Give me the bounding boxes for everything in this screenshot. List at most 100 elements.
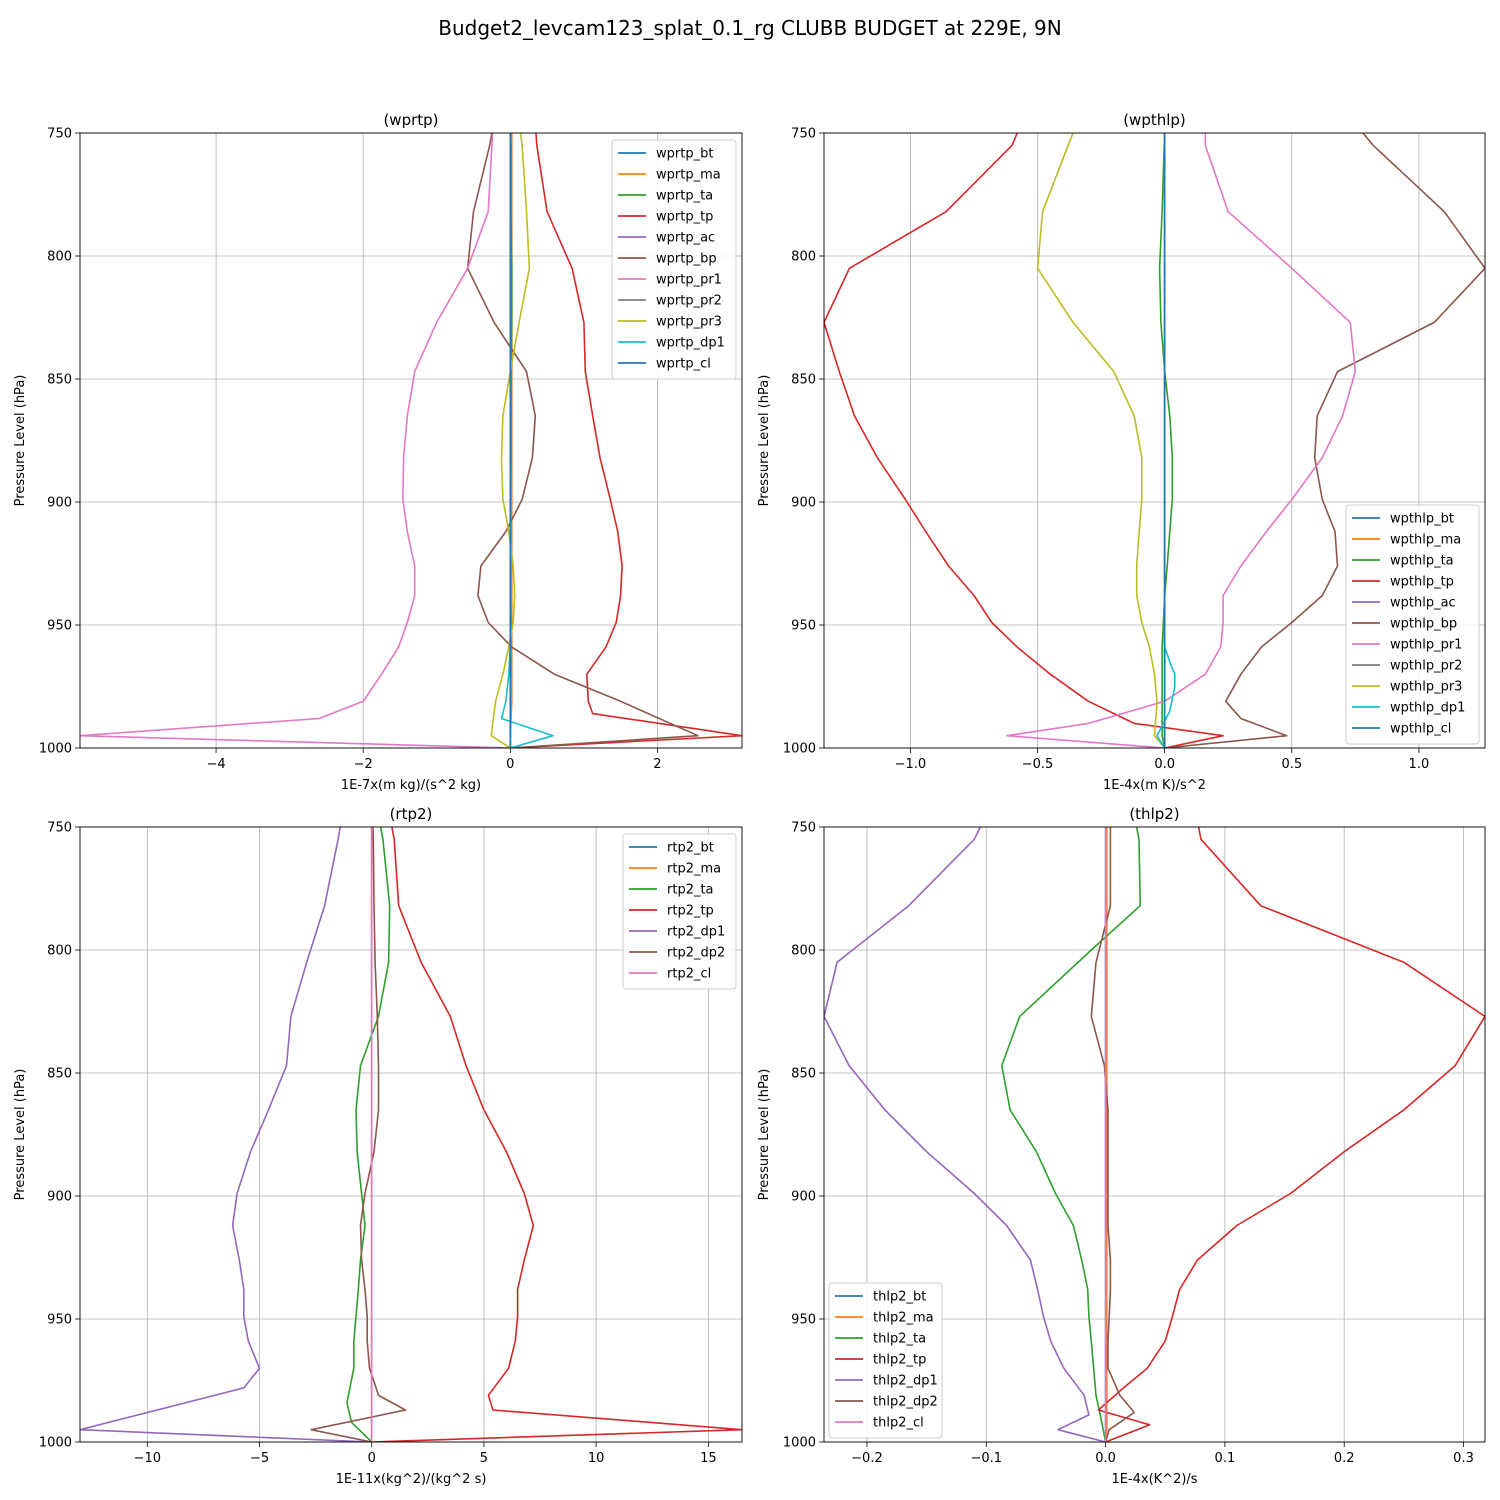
subplot-title: (thlp2) — [1129, 805, 1179, 823]
series-line-wpthlp_pr1 — [1006, 133, 1357, 748]
legend-entry: rtp2_tp — [667, 904, 714, 919]
legend: thlp2_bt thlp2_ma thlp2_ta thlp2_tp thlp2_dp… — [828, 1282, 943, 1439]
x-tick-label: −5 — [250, 1451, 269, 1466]
y-tick-label: 900 — [791, 1190, 816, 1205]
x-tick-label: 1.0 — [1409, 757, 1430, 772]
y-tick-label: 900 — [47, 1190, 72, 1205]
legend: wpthlp_bt wpthlp_ma wpthlp_ta wpthlp_tpwpth… — [1345, 504, 1480, 745]
x-tick-label: 0.1 — [1215, 1451, 1236, 1466]
legend-entry: wprtp_ta — [656, 189, 713, 204]
legend-entry: wprtp_dp1 — [656, 336, 725, 351]
x-axis-label: 1E-4x(K^2)/s — [1111, 1472, 1197, 1487]
subplot-1: −1.0 −0.5 0.0 0.5 1.0 750 800 850 900 950 1000 (wpt… — [757, 111, 1486, 793]
y-tick-label: 950 — [47, 619, 72, 634]
legend-entry: thlp2_dp1 — [873, 1374, 938, 1389]
series-line-wpthlp_tp — [824, 133, 1224, 748]
legend-entry: wprtp_ma — [656, 168, 721, 183]
x-tick-label: −0.5 — [1022, 757, 1054, 772]
y-tick-label: 850 — [47, 373, 72, 388]
legend-entry: wpthlp_bp — [1390, 617, 1457, 632]
legend-entry: thlp2_tp — [873, 1353, 926, 1368]
x-tick-label: −2 — [354, 757, 373, 772]
series-group — [80, 133, 742, 748]
legend-entry: thlp2_bt — [873, 1290, 926, 1305]
series-line-thlp2_ma — [1104, 827, 1108, 1442]
legend-entry: thlp2_cl — [873, 1416, 924, 1431]
series-line-wprtp_tp — [510, 133, 742, 748]
series-line-wpthlp_pr3 — [1036, 133, 1166, 748]
y-tick-label: 900 — [47, 496, 72, 511]
legend-entry: wprtp_tp — [656, 210, 713, 225]
legend-box — [611, 139, 737, 380]
y-tick-label: 950 — [791, 619, 816, 634]
x-tick-label: 0 — [506, 757, 514, 772]
y-tick-label: 850 — [791, 373, 816, 388]
x-tick-label: −10 — [134, 1451, 161, 1466]
legend-entry: wprtp_pr1 — [656, 273, 722, 288]
legend-entry: rtp2_bt — [667, 841, 714, 856]
series-line-thlp2_dp2 — [1090, 827, 1135, 1442]
series-line-wprtp_pr1 — [80, 133, 511, 748]
legend-entry: wprtp_pr3 — [656, 315, 722, 330]
legend-entry: wpthlp_dp1 — [1390, 701, 1465, 716]
x-tick-label: 0.2 — [1334, 1451, 1355, 1466]
y-tick-label: 950 — [47, 1313, 72, 1328]
legend-entry: wpthlp_pr2 — [1390, 659, 1462, 674]
y-tick-label: 800 — [791, 250, 816, 265]
series-line-wprtp_pr3 — [490, 133, 531, 748]
x-tick-label: −4 — [206, 757, 225, 772]
x-tick-label: 0.5 — [1281, 757, 1302, 772]
legend-entry: wpthlp_ma — [1390, 533, 1461, 548]
legend-entry: thlp2_dp2 — [873, 1395, 938, 1410]
x-tick-label: 15 — [700, 1451, 717, 1466]
series-line-rtp2_dp2 — [310, 827, 407, 1442]
x-tick-label: −1.0 — [895, 757, 927, 772]
legend-entry: wprtp_bp — [656, 252, 717, 267]
legend-entry: thlp2_ma — [873, 1311, 934, 1326]
legend-entry: wpthlp_bt — [1390, 512, 1454, 527]
x-tick-label: 2 — [653, 757, 661, 772]
series-line-wpthlp_bp — [1164, 133, 1485, 748]
x-tick-label: −0.1 — [970, 1451, 1002, 1466]
subplot-0: −4 −2 0 2 750 800 850 900 950 1000 (wprtp) 1E-7x(m … — [13, 111, 743, 793]
legend-entry: wprtp_ac — [656, 231, 715, 246]
x-tick-label: 5 — [480, 1451, 488, 1466]
y-axis-label: Pressure Level (hPa) — [757, 375, 772, 507]
axes-frame — [79, 132, 743, 749]
legend-entry: rtp2_cl — [667, 967, 711, 982]
series-group — [824, 133, 1485, 748]
x-axis-label: 1E-4x(m K)/s^2 — [1103, 778, 1206, 793]
x-tick-label: 0.3 — [1453, 1451, 1474, 1466]
x-axis-label: 1E-11x(kg^2)/(kg^2 s) — [336, 1472, 487, 1487]
y-tick-label: 850 — [791, 1067, 816, 1082]
y-axis-label: Pressure Level (hPa) — [757, 1069, 772, 1201]
legend-entry: wprtp_pr2 — [656, 294, 722, 309]
legend-box — [622, 833, 737, 990]
y-tick-label: 800 — [47, 250, 72, 265]
series-line-rtp2_dp1 — [80, 827, 372, 1442]
y-tick-label: 750 — [47, 821, 72, 836]
y-tick-label: 1000 — [783, 742, 816, 757]
series-line-wpthlp_dp1 — [1156, 133, 1176, 748]
subplot-title: (wpthlp) — [1123, 111, 1186, 129]
legend: wprtp_bt wprtp_ma wprtp_ta wprtp_tp wprtp_ac… — [611, 139, 737, 380]
y-axis-label: Pressure Level (hPa) — [13, 375, 28, 507]
series-group — [80, 827, 742, 1442]
legend-entry: wpthlp_tp — [1390, 575, 1454, 590]
axes-frame — [79, 826, 743, 1443]
legend-box — [1345, 504, 1480, 745]
series-group — [824, 827, 1485, 1442]
y-tick-label: 900 — [791, 496, 816, 511]
legend-entry: thlp2_ta — [873, 1332, 926, 1347]
y-tick-label: 800 — [791, 944, 816, 959]
series-line-rtp2_tp — [371, 827, 742, 1442]
legend-entry: rtp2_ma — [667, 862, 721, 877]
x-tick-label: 0.0 — [1095, 1451, 1116, 1466]
axes-frame — [823, 826, 1486, 1443]
series-line-wprtp_bp — [466, 133, 699, 748]
subplot-title: (wprtp) — [383, 111, 438, 129]
subplot-title: (rtp2) — [390, 805, 433, 823]
y-tick-label: 800 — [47, 944, 72, 959]
y-tick-label: 1000 — [783, 1436, 816, 1451]
x-tick-label: 10 — [588, 1451, 605, 1466]
